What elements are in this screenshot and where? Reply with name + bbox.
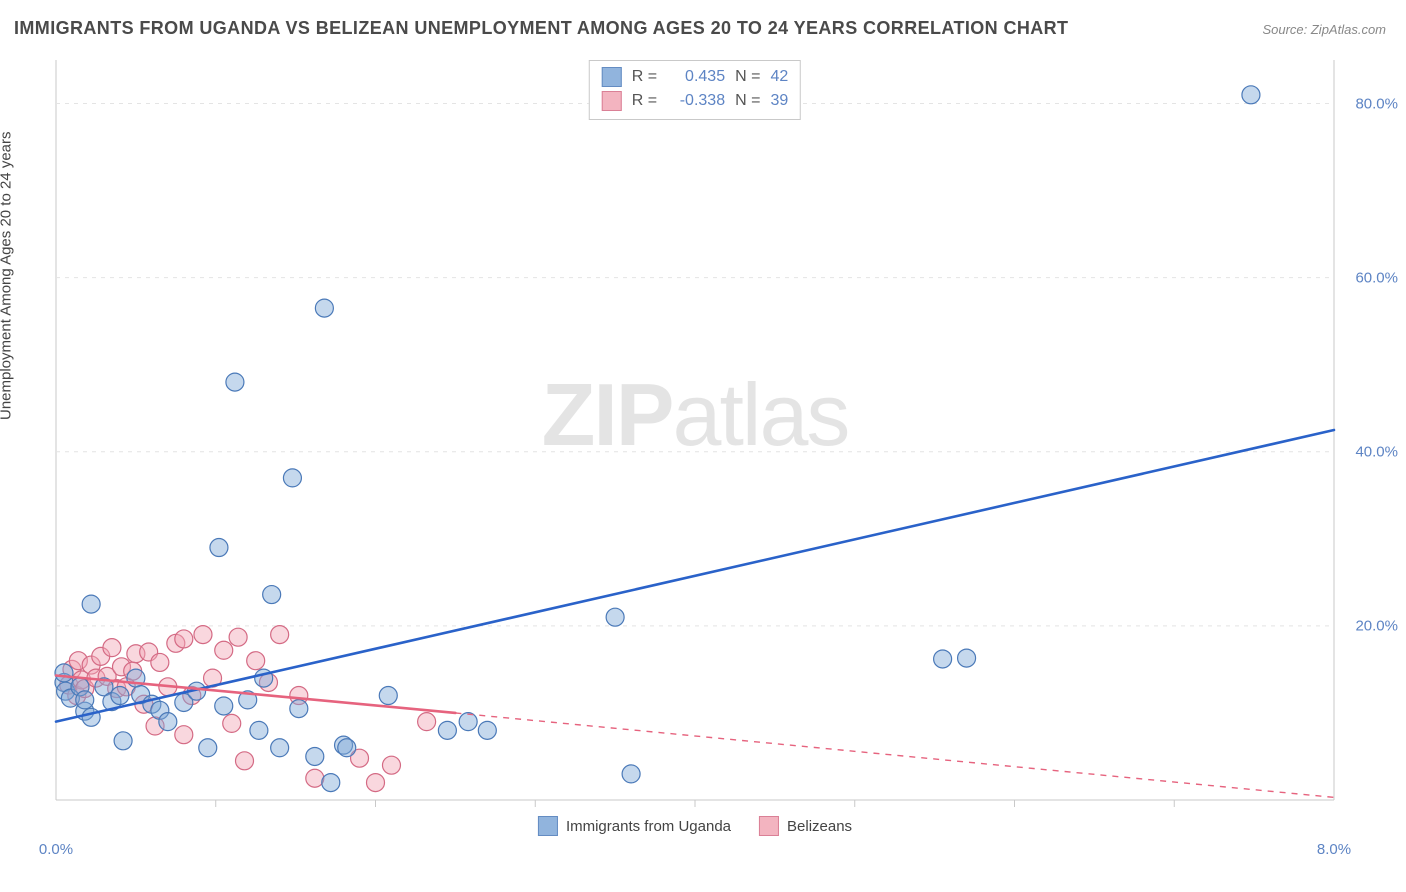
bottom-legend: Immigrants from Uganda Belizeans — [538, 816, 852, 836]
legend-swatch-uganda — [538, 816, 558, 836]
stat-n-label: N = — [735, 89, 760, 113]
legend-item-uganda: Immigrants from Uganda — [538, 816, 731, 836]
y-tick-label: 80.0% — [1355, 95, 1398, 112]
legend-swatch-uganda — [602, 67, 622, 87]
stat-row-uganda: R = 0.435 N = 42 — [602, 65, 788, 89]
stat-n-label: N = — [735, 65, 760, 89]
chart-container: IMMIGRANTS FROM UGANDA VS BELIZEAN UNEMP… — [0, 0, 1406, 892]
plot-area: ZIPatlas R =0.435N =42R =-0.338N =39 20.… — [50, 56, 1340, 836]
y-tick-label: 40.0% — [1355, 443, 1398, 460]
stat-r-label: R = — [632, 89, 657, 113]
x-tick-label: 0.0% — [39, 841, 73, 858]
source-attribution: Source: ZipAtlas.com — [1262, 22, 1386, 37]
stat-r-value: 0.435 — [667, 65, 725, 89]
y-axis-label: Unemployment Among Ages 20 to 24 years — [0, 131, 15, 420]
x-tick-label: 8.0% — [1317, 841, 1351, 858]
scatter-svg — [50, 56, 1340, 836]
stat-n-value: 42 — [770, 65, 788, 89]
stat-row-belize: R = -0.338 N = 39 — [602, 89, 788, 113]
legend-swatch-belize — [759, 816, 779, 836]
y-tick-label: 60.0% — [1355, 269, 1398, 286]
legend-label-belize: Belizeans — [787, 818, 852, 835]
correlation-stat-box: R = 0.435 N = 42 R = -0.338 N = 39 — [589, 60, 801, 120]
stat-n-value: 39 — [770, 89, 788, 113]
legend-swatch-belize — [602, 91, 622, 111]
chart-title: IMMIGRANTS FROM UGANDA VS BELIZEAN UNEMP… — [14, 18, 1068, 39]
y-tick-label: 20.0% — [1355, 617, 1398, 634]
stat-r-value: -0.338 — [667, 89, 725, 113]
stat-r-label: R = — [632, 65, 657, 89]
legend-item-belize: Belizeans — [759, 816, 852, 836]
legend-label-uganda: Immigrants from Uganda — [566, 818, 731, 835]
